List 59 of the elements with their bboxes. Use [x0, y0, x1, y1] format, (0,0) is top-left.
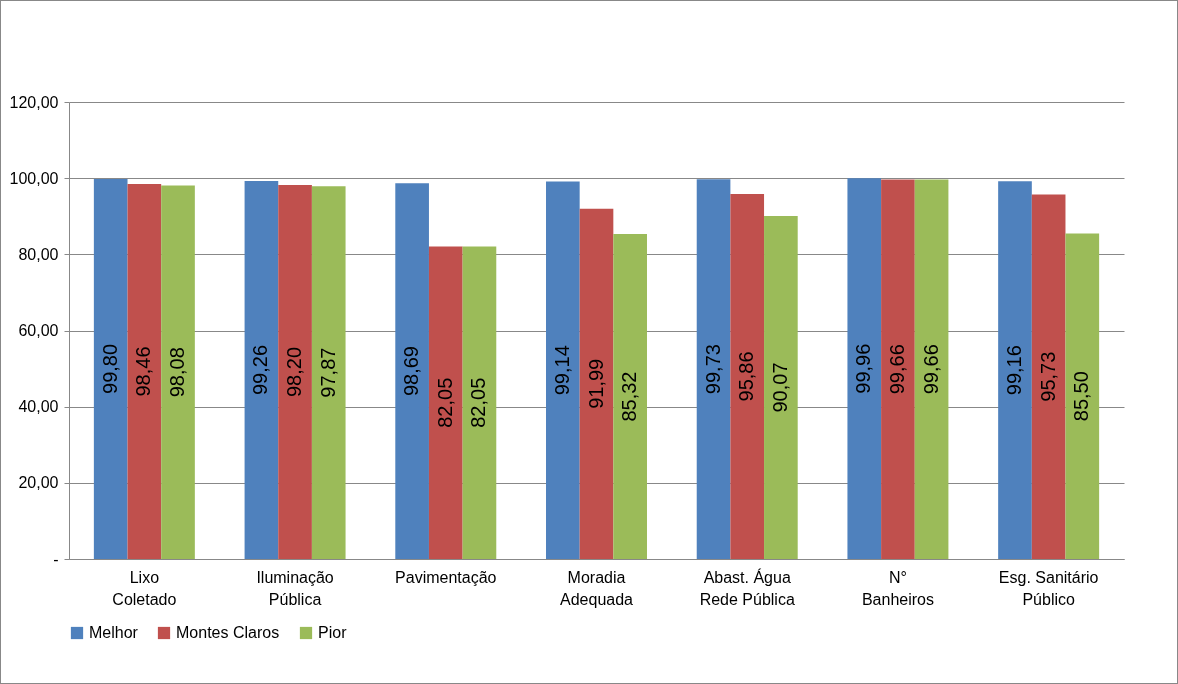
- x-tick-label: Esg. Sanitário Público: [998, 568, 1099, 608]
- data-label: 99,66: [919, 344, 942, 395]
- data-label: 98,08: [166, 347, 189, 398]
- data-label: 98,20: [283, 346, 306, 398]
- data-label: 91,99: [584, 358, 607, 409]
- legend-label: Montes Claros: [176, 624, 280, 641]
- bar: [1065, 233, 1100, 559]
- bar: [696, 179, 731, 559]
- bar: [847, 178, 882, 559]
- data-label: 82,05: [433, 377, 456, 428]
- y-tick-label: 80,00: [18, 245, 59, 263]
- y-tick-label: 120,00: [9, 93, 59, 111]
- data-label: 99,26: [249, 344, 272, 396]
- bar: [914, 179, 949, 559]
- bar: [93, 178, 128, 559]
- x-tick-label: Iluminação Pública: [256, 568, 334, 608]
- x-tick-label: Moradia Adequada: [560, 568, 634, 608]
- bar: [244, 180, 279, 559]
- x-tick-label: N° Banheiros: [861, 568, 934, 608]
- bar: [311, 186, 346, 559]
- x-tick-label: Lixo Coletado: [112, 568, 177, 608]
- data-label: 99,80: [98, 343, 121, 394]
- data-label: 95,86: [735, 351, 758, 402]
- bar: [730, 193, 765, 559]
- bar: [395, 183, 429, 559]
- y-tick-label: 60,00: [18, 322, 59, 339]
- bar: [127, 184, 162, 559]
- data-label: 99,96: [852, 343, 875, 394]
- data-label: 85,32: [618, 371, 641, 422]
- data-label: 97,87: [316, 347, 339, 398]
- bar: [546, 181, 580, 559]
- bar: [881, 179, 915, 559]
- x-tick-label: Pavimentação: [395, 568, 497, 586]
- bar: [998, 181, 1032, 559]
- data-label: 99,66: [885, 344, 908, 395]
- legend-label: Melhor: [89, 624, 139, 641]
- data-label: 85,50: [1070, 371, 1093, 422]
- legend-label: Pior: [318, 624, 348, 641]
- data-label: 99,14: [550, 345, 573, 396]
- data-label: 98,46: [132, 346, 155, 397]
- y-tick-label: -: [53, 550, 59, 568]
- bar: [613, 234, 647, 559]
- y-tick-label: 20,00: [18, 474, 59, 492]
- bar: [161, 185, 195, 559]
- bar: [1031, 194, 1066, 559]
- bar: [278, 185, 312, 559]
- y-tick-label: 40,00: [18, 398, 59, 416]
- data-label: 82,05: [467, 377, 490, 428]
- bar: [579, 208, 614, 559]
- data-label: 98,69: [400, 346, 423, 397]
- data-label: 95,73: [1036, 351, 1059, 402]
- y-tick-label: 100,00: [9, 169, 59, 187]
- data-label: 99,16: [1002, 345, 1025, 396]
- data-label: 90,07: [768, 362, 791, 413]
- bar: [462, 246, 497, 559]
- bar: [764, 215, 798, 559]
- x-tick-label: Abast. Água Rede Pública: [699, 567, 795, 608]
- bar: [428, 246, 463, 559]
- data-label: 99,73: [701, 344, 724, 395]
